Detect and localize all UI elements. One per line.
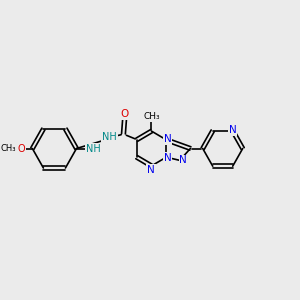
Text: O: O xyxy=(121,109,129,119)
Text: N: N xyxy=(179,155,187,165)
Text: CH₃: CH₃ xyxy=(1,144,16,153)
Text: N: N xyxy=(229,125,237,135)
Text: N: N xyxy=(164,153,172,163)
Text: N: N xyxy=(147,165,155,175)
Text: NH: NH xyxy=(86,143,101,154)
Text: O: O xyxy=(18,143,25,154)
Text: NH: NH xyxy=(102,132,117,142)
Text: N: N xyxy=(164,134,172,144)
Text: CH₃: CH₃ xyxy=(143,112,160,121)
